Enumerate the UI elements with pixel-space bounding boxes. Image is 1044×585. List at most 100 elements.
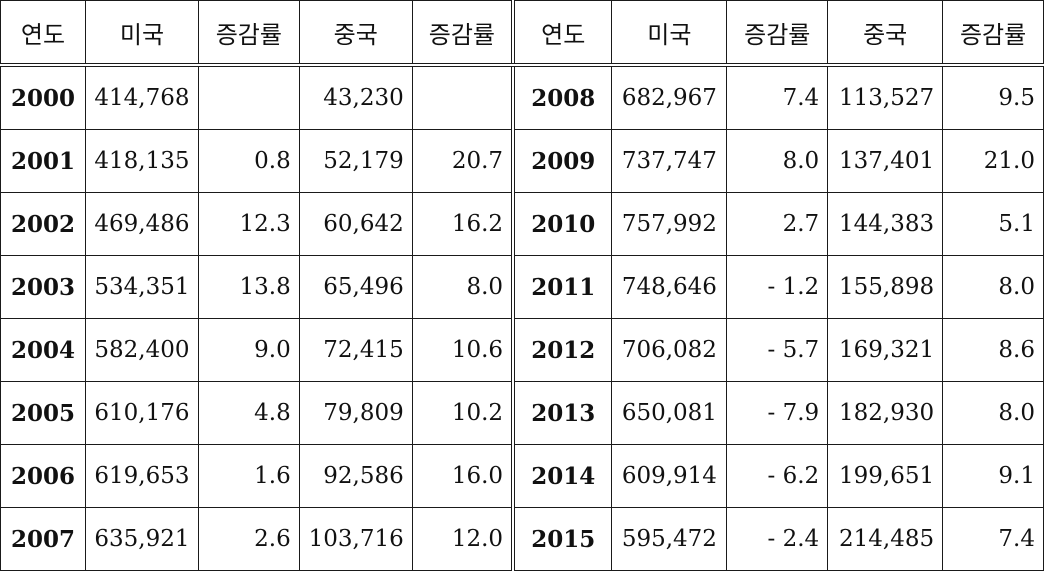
- china-value-cell: 144,383: [827, 192, 944, 256]
- header-year-2: 연도: [511, 0, 613, 67]
- table-row: 2000 414,768 43,230 2008 682,967 7.4 113,527 9.…: [0, 64, 1044, 130]
- header-us: 미국: [84, 0, 199, 67]
- china-growth-cell: 7.4: [942, 507, 1044, 571]
- us-growth-cell: - 2.4: [726, 507, 829, 571]
- china-growth-cell: 21.0: [942, 129, 1044, 193]
- china-growth-cell: 10.2: [411, 381, 514, 445]
- china-growth-cell: 8.0: [942, 255, 1044, 319]
- us-growth-cell: 8.0: [726, 129, 829, 193]
- year-cell: 2015: [511, 507, 613, 571]
- china-growth-cell: 9.5: [942, 64, 1044, 130]
- header-row: 연도 미국 증감률 중국 증감률 연도 미국 증감률 중국 증감률: [0, 0, 1044, 67]
- china-value-cell: 92,586: [298, 444, 413, 508]
- china-value-cell: 52,179: [298, 129, 413, 193]
- us-growth-cell: - 6.2: [726, 444, 829, 508]
- china-growth-cell: 16.2: [411, 192, 514, 256]
- table-row: 2005 610,176 4.8 79,809 10.2 2013 650,081- 7.9…: [0, 381, 1044, 445]
- year-cell: 2006: [0, 444, 86, 508]
- us-growth-cell: 4.8: [197, 381, 300, 445]
- year-cell: 2002: [0, 192, 86, 256]
- year-cell: 2001: [0, 129, 86, 193]
- year-cell: 2014: [511, 444, 613, 508]
- china-value-cell: 79,809: [298, 381, 413, 445]
- us-value-cell: 650,081: [611, 381, 728, 445]
- header-china: 중국: [298, 0, 413, 67]
- year-cell: 2010: [511, 192, 613, 256]
- year-cell: 2003: [0, 255, 86, 319]
- china-value-cell: 113,527: [827, 64, 944, 130]
- us-growth-cell: 13.8: [197, 255, 300, 319]
- china-growth-cell: 20.7: [411, 129, 514, 193]
- year-cell: 2005: [0, 381, 86, 445]
- us-value-cell: 609,914: [611, 444, 728, 508]
- us-value-cell: 748,646: [611, 255, 728, 319]
- china-value-cell: 199,651: [827, 444, 944, 508]
- us-value-cell: 737,747: [611, 129, 728, 193]
- china-value-cell: 137,401: [827, 129, 944, 193]
- us-value-cell: 619,653: [84, 444, 199, 508]
- us-value-cell: 706,082: [611, 318, 728, 382]
- year-cell: 2000: [0, 64, 86, 130]
- table-row: 2002 469,486 12.3 60,642 16.2 2010 757,992 2.7 1…: [0, 192, 1044, 256]
- year-cell: 2012: [511, 318, 613, 382]
- china-growth-cell: 8.0: [411, 255, 514, 319]
- data-table: 연도 미국 증감률 중국 증감률 연도 미국 증감률 중국 증감률 2000 41…: [0, 0, 1044, 571]
- china-growth-cell: 9.1: [942, 444, 1044, 508]
- china-value-cell: 72,415: [298, 318, 413, 382]
- china-growth-cell: 5.1: [942, 192, 1044, 256]
- china-growth-cell: 8.6: [942, 318, 1044, 382]
- us-growth-cell: - 5.7: [726, 318, 829, 382]
- year-cell: 2007: [0, 507, 86, 571]
- china-value-cell: 103,716: [298, 507, 413, 571]
- table-row: 2006 619,653 1.6 92,586 16.0 2014 609,914- 6.2…: [0, 444, 1044, 508]
- us-growth-cell: 12.3: [197, 192, 300, 256]
- us-growth-cell: 2.6: [197, 507, 300, 571]
- us-value-cell: 610,176: [84, 381, 199, 445]
- year-cell: 2013: [511, 381, 613, 445]
- us-growth-cell: - 7.9: [726, 381, 829, 445]
- china-value-cell: 214,485: [827, 507, 944, 571]
- us-growth-cell: - 1.2: [726, 255, 829, 319]
- china-value-cell: 169,321: [827, 318, 944, 382]
- us-value-cell: 418,135: [84, 129, 199, 193]
- year-cell: 2009: [511, 129, 613, 193]
- us-value-cell: 757,992: [611, 192, 728, 256]
- china-value-cell: 182,930: [827, 381, 944, 445]
- us-value-cell: 469,486: [84, 192, 199, 256]
- header-us-growth: 증감률: [197, 0, 300, 67]
- china-growth-cell: 10.6: [411, 318, 514, 382]
- us-growth-cell: 0.8: [197, 129, 300, 193]
- china-value-cell: 43,230: [298, 64, 413, 130]
- us-growth-cell: 7.4: [726, 64, 829, 130]
- table-row: 2001 418,135 0.8 52,179 20.7 2009 737,747 8.0 13…: [0, 129, 1044, 193]
- china-growth-cell: 8.0: [942, 381, 1044, 445]
- us-growth-cell: [197, 64, 300, 130]
- us-value-cell: 635,921: [84, 507, 199, 571]
- year-cell: 2008: [511, 64, 613, 130]
- us-value-cell: 582,400: [84, 318, 199, 382]
- china-growth-cell: 16.0: [411, 444, 514, 508]
- us-value-cell: 595,472: [611, 507, 728, 571]
- china-value-cell: 60,642: [298, 192, 413, 256]
- year-cell: 2004: [0, 318, 86, 382]
- header-china-growth-2: 증감률: [942, 0, 1044, 67]
- header-china-2: 중국: [827, 0, 944, 67]
- china-growth-cell: 12.0: [411, 507, 514, 571]
- table-row: 2004 582,400 9.0 72,415 10.6 2012 706,082- 5.7…: [0, 318, 1044, 382]
- header-us-growth-2: 증감률: [726, 0, 829, 67]
- header-us-2: 미국: [611, 0, 728, 67]
- us-value-cell: 534,351: [84, 255, 199, 319]
- us-growth-cell: 2.7: [726, 192, 829, 256]
- header-year: 연도: [0, 0, 86, 67]
- table-row: 2003 534,351 13.8 65,496 8.0 2011 748,646- 1.2…: [0, 255, 1044, 319]
- us-growth-cell: 9.0: [197, 318, 300, 382]
- us-growth-cell: 1.6: [197, 444, 300, 508]
- us-value-cell: 414,768: [84, 64, 199, 130]
- table-row: 2007 635,921 2.6 103,716 12.0 2015 595,472- 2.…: [0, 507, 1044, 571]
- china-growth-cell: [411, 64, 514, 130]
- header-china-growth: 증감률: [411, 0, 514, 67]
- year-cell: 2011: [511, 255, 613, 319]
- china-value-cell: 65,496: [298, 255, 413, 319]
- china-value-cell: 155,898: [827, 255, 944, 319]
- us-value-cell: 682,967: [611, 64, 728, 130]
